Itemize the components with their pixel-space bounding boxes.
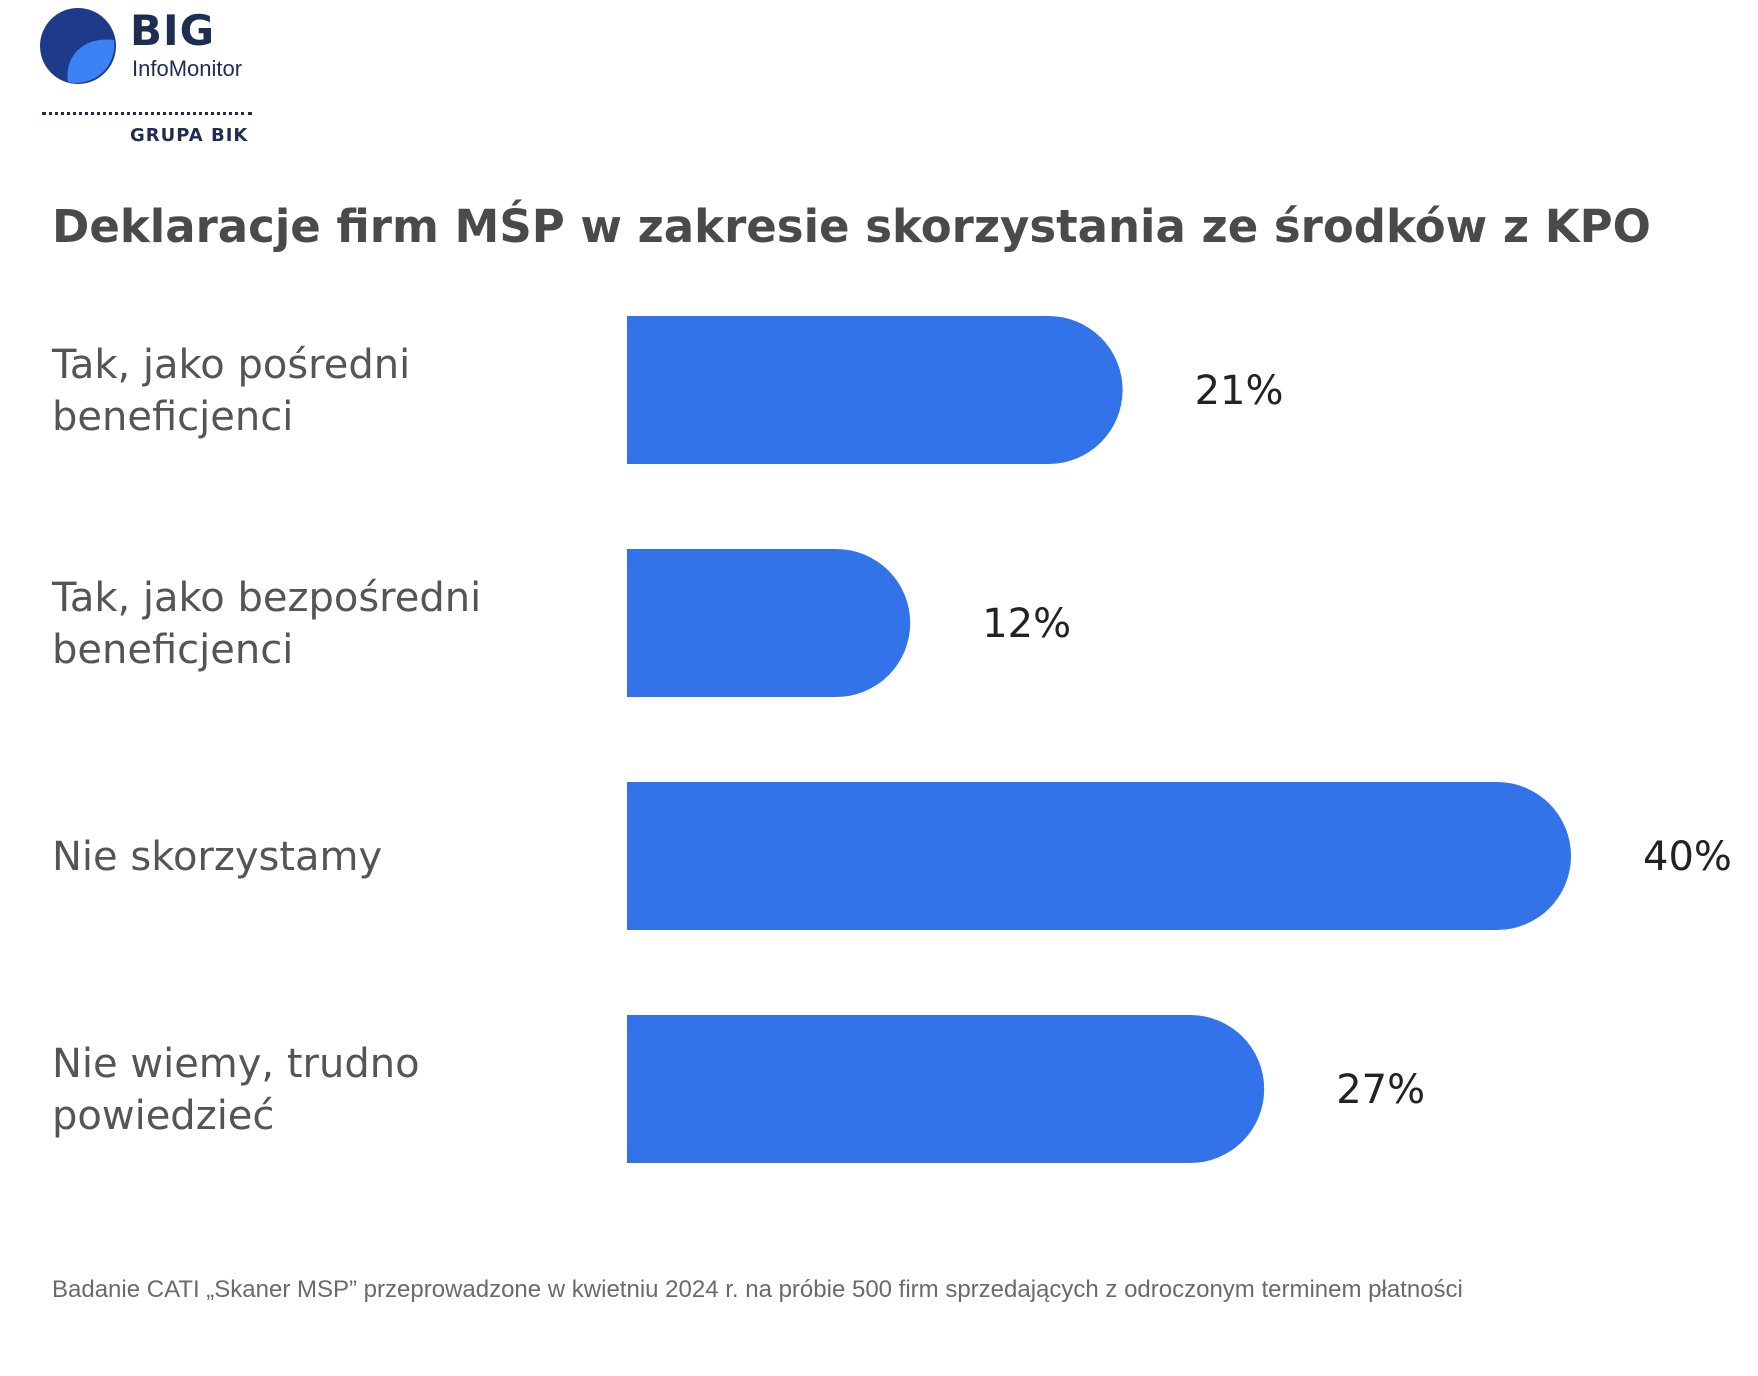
big-infomonitor-logo: BIG InfoMonitor GRUPA BIK — [38, 6, 268, 146]
category-label-line: powiedzieć — [52, 1093, 274, 1139]
value-label-3: 40% — [1643, 834, 1732, 880]
category-label-1: Tak, jako pośredni beneficjenci — [51, 342, 410, 440]
bar-2 — [627, 549, 911, 697]
chart-title: Deklaracje firm MŚP w zakresie skorzysta… — [52, 200, 1651, 253]
category-label-3: Nie skorzystamy — [52, 834, 382, 880]
logo-subname: InfoMonitor — [132, 56, 243, 81]
bar-4 — [627, 1015, 1265, 1163]
category-label-4: Nie wiemy, trudno powiedzieć — [52, 1041, 420, 1139]
logo-name: BIG — [130, 6, 216, 55]
category-label-2: Tak, jako bezpośredni beneficjenci — [51, 575, 481, 673]
footnote: Badanie CATI „Skaner MSP” przeprowadzone… — [52, 1276, 1463, 1303]
category-label-line: Nie wiemy, trudno — [52, 1041, 420, 1087]
logo-group: GRUPA BIK — [130, 125, 249, 146]
bar-3 — [627, 782, 1571, 930]
category-label-line: Tak, jako bezpośredni — [51, 575, 481, 621]
value-label-2: 12% — [982, 601, 1071, 647]
category-label-line: Nie skorzystamy — [52, 834, 382, 880]
category-label-line: beneficjenci — [52, 627, 293, 673]
category-label-line: beneficjenci — [52, 394, 293, 440]
category-label-line: Tak, jako pośredni — [51, 342, 410, 388]
logo-circle-icon — [40, 8, 116, 84]
value-label-1: 21% — [1195, 368, 1284, 414]
logo-divider — [42, 112, 252, 115]
bar-1 — [627, 316, 1123, 464]
value-label-4: 27% — [1336, 1067, 1425, 1113]
